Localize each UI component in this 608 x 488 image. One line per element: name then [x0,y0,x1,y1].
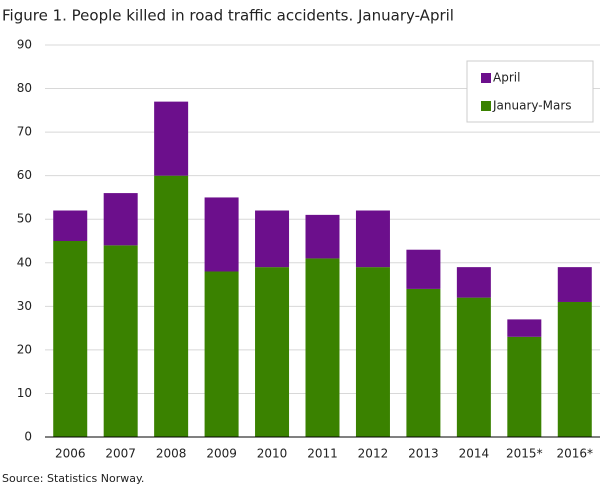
bar-segment [305,258,340,437]
bar-segment [255,210,290,268]
x-tick-label: 2011 [307,447,338,461]
bar-segment [355,210,390,268]
bar-segment [204,271,239,437]
bar-segment [103,245,138,437]
bar-segment [305,214,340,259]
x-tick-label: 2016* [556,447,593,461]
x-tick-label: 2010 [257,447,288,461]
bar-segment [53,210,88,241]
x-tick-label: 2013 [408,447,439,461]
y-tick-label: 10 [17,386,32,400]
x-tick-label: 2012 [358,447,389,461]
x-tick-label: 2014 [459,447,490,461]
y-tick-label: 40 [17,255,32,269]
legend-swatch [481,73,491,83]
y-tick-label: 20 [17,342,32,356]
x-tick-label: 2008 [156,447,187,461]
bar-segment [507,336,542,437]
bar-segment [255,267,290,437]
bar-segment [355,267,390,437]
x-tick-label: 2006 [55,447,86,461]
y-tick-label: 90 [17,38,32,52]
legend-box [466,60,594,123]
bar-segment [204,197,239,272]
bar-segment [557,267,592,302]
bar-segment [406,249,441,289]
bar-segment [406,288,441,437]
bar-segment [154,101,189,176]
y-tick-label: 50 [17,212,32,226]
chart-title: Figure 1. People killed in road traffic … [2,7,454,25]
y-tick-label: 70 [17,125,32,139]
source: Source: Statistics Norway. [2,472,144,485]
legend-label: January-Mars [492,99,572,113]
bar-segment [154,175,189,437]
x-tick-label: 2015* [506,447,543,461]
y-tick-label: 60 [17,168,32,182]
legend-swatch [481,101,491,111]
y-tick-label: 0 [24,430,32,444]
bar-segment [53,241,88,437]
y-tick-label: 80 [17,81,32,95]
bar-segment [557,301,592,437]
bar-segment [103,193,138,246]
bar-segment [456,267,491,298]
legend-label: April [493,71,520,85]
x-tick-label: 2007 [105,447,136,461]
bar-segment [456,297,491,437]
bar-segment [507,319,542,337]
x-tick-label: 2009 [206,447,237,461]
y-tick-label: 30 [17,299,32,313]
